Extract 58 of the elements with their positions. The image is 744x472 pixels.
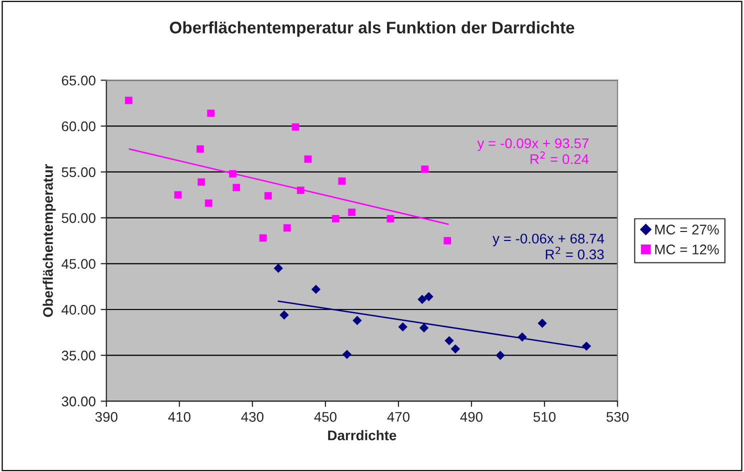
- point: [283, 224, 291, 232]
- point: [518, 332, 527, 342]
- point: [444, 336, 454, 346]
- point: [280, 310, 289, 320]
- y-tick-label: 30.00: [62, 396, 96, 406]
- x-tick-label: 410: [168, 412, 190, 422]
- point: [204, 199, 212, 207]
- point: [124, 96, 132, 104]
- point: [352, 316, 362, 326]
- point: [296, 186, 304, 194]
- point: [538, 318, 547, 328]
- x-tick-label: 470: [387, 412, 410, 422]
- x-tick-label: 450: [314, 412, 336, 422]
- x-tick-label: 490: [460, 412, 483, 422]
- point: [418, 294, 427, 304]
- x-tick-label: 430: [241, 412, 264, 422]
- legend-label: MC = 12%: [655, 244, 719, 254]
- point: [304, 155, 312, 163]
- y-tick-label: 55.00: [62, 167, 96, 178]
- annotation: y = -0.06x + 68.74 R$^{2}$ = 0.33: [492, 234, 604, 260]
- point: [174, 191, 182, 199]
- point: [348, 208, 356, 216]
- y-tick-label: 65.00: [62, 76, 96, 86]
- point: [311, 284, 321, 294]
- annotation: y = -0.09x + 93.57 R$^{2}$ = 0.24: [477, 138, 589, 164]
- point: [292, 123, 300, 131]
- point: [198, 178, 205, 186]
- point: [419, 323, 429, 332]
- point: [342, 350, 352, 360]
- point: [338, 177, 346, 185]
- legend-label: MC = 27%: [655, 224, 719, 235]
- point: [421, 166, 428, 173]
- point: [259, 234, 267, 242]
- chart-title: Oberflächentemperatur als Funktion der Darrdichte: [170, 21, 574, 37]
- point: [264, 192, 272, 200]
- point: [229, 170, 236, 178]
- point: [496, 350, 505, 360]
- y-tick-label: 60.00: [62, 121, 96, 132]
- point: [196, 145, 204, 153]
- y-tick-label: 45.00: [62, 258, 96, 269]
- x-tick-label: 530: [606, 412, 629, 422]
- point: [207, 110, 214, 117]
- point: [450, 344, 460, 354]
- y-tick-label: 40.00: [62, 304, 96, 315]
- point: [332, 215, 340, 222]
- point: [444, 237, 452, 244]
- x-tick-label: 390: [95, 412, 118, 422]
- point: [274, 264, 283, 273]
- point: [386, 215, 394, 222]
- y-tick-label: 35.00: [62, 350, 96, 361]
- x-axis-title: Darrdichte: [328, 430, 396, 440]
- point: [424, 292, 434, 302]
- point: [582, 342, 592, 351]
- y-axis-title: Oberflächentemperatur: [42, 164, 56, 317]
- point: [398, 322, 408, 332]
- point: [232, 184, 240, 192]
- x-tick-label: 510: [533, 412, 556, 422]
- y-tick-label: 50.00: [62, 213, 96, 223]
